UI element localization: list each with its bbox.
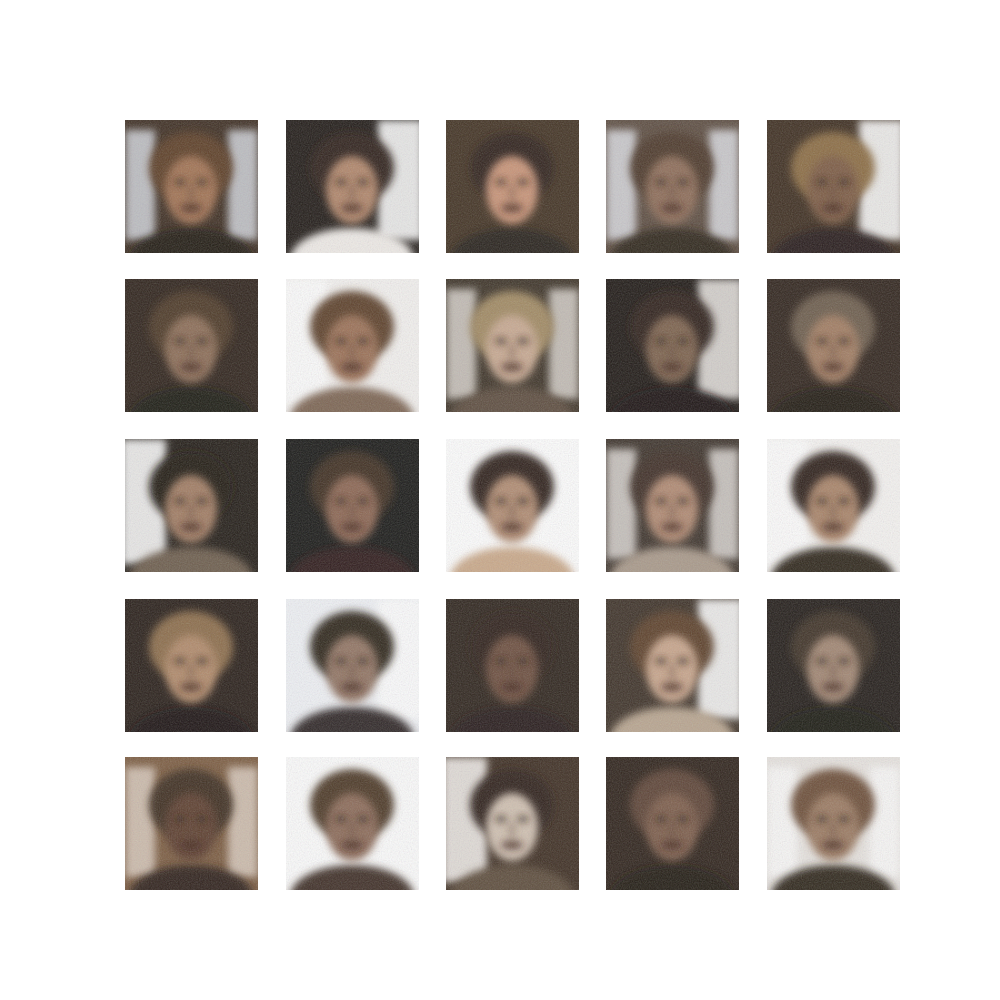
face-tile [286, 757, 419, 890]
face-image [606, 757, 739, 890]
face-tile [606, 757, 739, 890]
face-image [125, 439, 258, 572]
face-tile [125, 757, 258, 890]
face-tile [767, 757, 900, 890]
face-tile [446, 757, 579, 890]
face-image [446, 439, 579, 572]
face-image [286, 279, 419, 412]
face-image [767, 757, 900, 890]
face-image [446, 279, 579, 412]
face-image [286, 599, 419, 732]
face-image [446, 757, 579, 890]
face-tile [767, 120, 900, 253]
face-tile [125, 279, 258, 412]
face-image [446, 120, 579, 253]
face-tile [767, 439, 900, 572]
face-tile [286, 599, 419, 732]
face-tile [286, 279, 419, 412]
face-image [286, 120, 419, 253]
face-image [606, 439, 739, 572]
face-tile [446, 279, 579, 412]
face-tile [767, 279, 900, 412]
face-image [125, 757, 258, 890]
face-image [767, 120, 900, 253]
face-image [767, 599, 900, 732]
face-image [606, 599, 739, 732]
face-tile [286, 120, 419, 253]
face-image [286, 439, 419, 572]
face-tile [606, 599, 739, 732]
face-tile [446, 439, 579, 572]
face-tile [606, 120, 739, 253]
face-tile [125, 120, 258, 253]
face-tile [446, 120, 579, 253]
face-tile [446, 599, 579, 732]
face-tile [606, 279, 739, 412]
face-tile [125, 599, 258, 732]
face-image [767, 279, 900, 412]
face-image [767, 439, 900, 572]
face-image [125, 279, 258, 412]
face-image [125, 120, 258, 253]
face-tile [125, 439, 258, 572]
face-tile [767, 599, 900, 732]
face-tile [286, 439, 419, 572]
face-tile [606, 439, 739, 572]
face-image [125, 599, 258, 732]
face-image [446, 599, 579, 732]
generated-faces-grid [125, 120, 900, 890]
face-image [606, 120, 739, 253]
face-image [606, 279, 739, 412]
face-image [286, 757, 419, 890]
